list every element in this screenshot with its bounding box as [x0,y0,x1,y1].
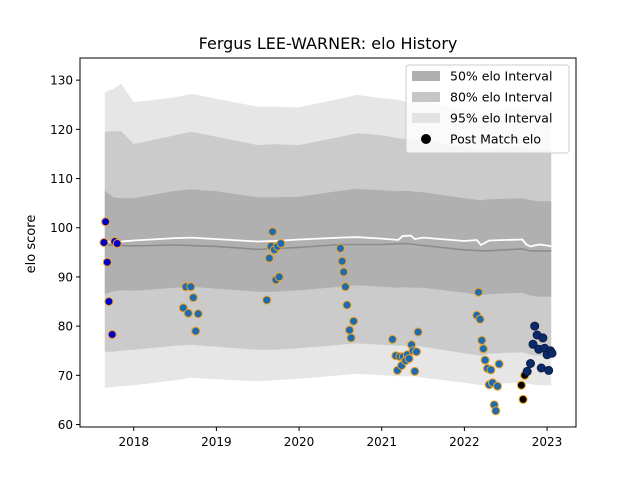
post-match-elo-point [191,326,201,336]
legend-label: 50% elo Interval [450,69,552,84]
post-match-elo-point [349,316,359,326]
post-match-elo-point [486,365,496,375]
y-tick-label: 110 [50,172,73,186]
y-tick-label: 130 [50,74,73,88]
post-match-elo-point [474,287,483,297]
post-match-elo-point [480,355,490,365]
post-match-elo-point [337,256,347,266]
post-match-elo-point [99,238,109,247]
post-match-elo-point [526,359,535,368]
post-match-elo-point [477,335,487,345]
legend-label: 80% elo Interval [450,90,552,105]
y-tick-label: 60 [58,418,73,432]
post-match-elo-point [516,380,526,390]
legend: 50% elo Interval 80% elo Interval 95% elo … [405,64,570,154]
post-match-elo-point [412,347,421,357]
post-match-elo-point [178,303,188,313]
x-tick-label: 2023 [532,435,563,449]
y-tick-label: 80 [58,320,73,334]
axes: 2018 2019 2020 2021 2022 2023 60 70 80 90 100 110 12… [50,57,577,449]
mean-elo-line [104,234,552,248]
y-axis-label: elo score [24,215,39,274]
post-match-elo-point [475,314,485,324]
legend-swatch [412,113,440,123]
y-tick-label: 120 [50,123,73,137]
post-match-elo-point [339,267,349,277]
y-tick-label: 100 [50,221,73,235]
post-match-elo-point [101,217,111,227]
post-match-elo-point [102,257,112,267]
post-match-elo-point [493,381,502,391]
y-tick-label: 70 [58,369,73,383]
post-match-elo-point [264,253,274,263]
legend-swatch [412,71,440,81]
legend-box [405,64,570,154]
post-match-elo-point [104,297,114,306]
legend-marker [421,134,431,144]
post-match-elo-point [345,325,354,335]
x-tick-label: 2019 [201,435,232,449]
plot-frame [79,57,577,428]
post-match-elo-point [112,239,122,248]
post-match-elo-point [193,309,203,319]
post-match-elo-point [276,239,286,248]
post-match-elo-point [340,282,350,292]
x-tick-label: 2020 [284,435,315,449]
post-match-elo-point [410,366,420,376]
chart-title: Fergus LEE-WARNER: elo History [199,34,458,53]
post-match-elo-point [518,394,528,404]
legend-label: Post Match elo [450,132,541,147]
band-50-interval [104,188,552,297]
post-match-elo-point [342,300,352,310]
legend-label: 95% elo Interval [450,111,552,126]
post-match-elo-point [413,327,423,337]
post-match-elo-point [346,333,356,343]
post-match-elo-point [528,339,538,349]
post-match-elo-point [404,354,414,364]
post-match-elo-point [544,365,554,375]
post-match-elo-point [274,272,284,282]
post-match-elo-point [262,295,272,305]
post-match-elo-point [335,243,345,253]
post-match-elo-point [268,227,278,237]
post-match-elo-point [478,344,488,354]
post-match-elo-point [494,359,504,369]
y-tick-label: 90 [58,270,73,284]
post-match-elo-point [538,333,548,343]
post-match-elo-point [522,366,532,376]
x-tick-label: 2021 [366,435,397,449]
post-match-elo-point [107,330,117,339]
x-tick-label: 2022 [449,435,480,449]
post-match-elo-point [183,308,193,318]
post-match-elo-point [186,282,196,292]
post-match-elo-point [536,363,546,373]
post-match-elo-point [188,293,198,303]
plot-area [99,83,557,416]
median-elo-line [104,242,552,252]
legend-swatch [412,92,440,102]
post-match-elo-point [530,321,540,331]
post-match-elo-point [388,334,397,344]
post-match-elo-point [491,406,501,416]
post-match-elo-point [547,348,557,358]
x-tick-label: 2018 [118,435,149,449]
